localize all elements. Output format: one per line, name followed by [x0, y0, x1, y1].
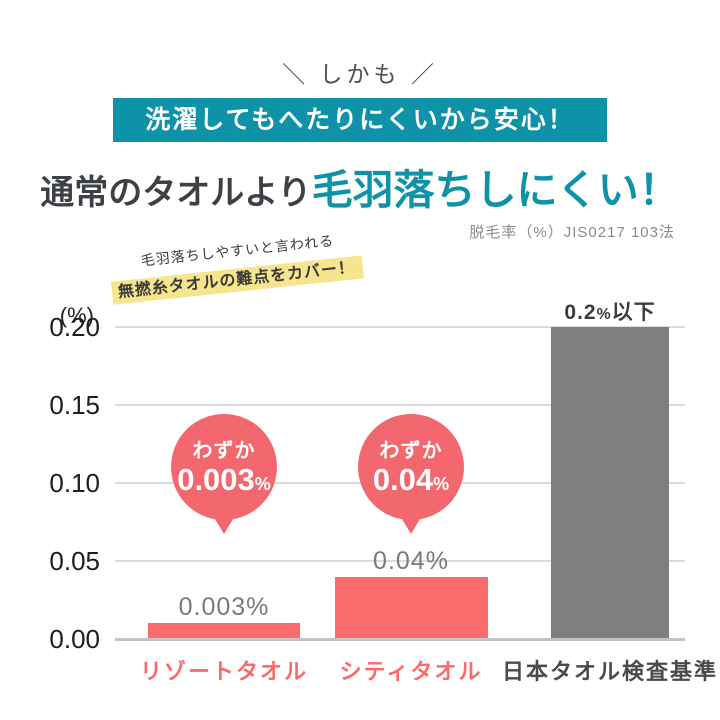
bar-0	[148, 623, 300, 639]
callout-value: 0.003%	[177, 464, 271, 500]
title-accent: 毛羽落ちしにくい！	[311, 167, 680, 213]
callout-value-number: 0.04	[372, 462, 434, 497]
callout-tail-0	[212, 514, 236, 534]
page-title: 通常のタオルより毛羽落ちしにくい！	[0, 156, 720, 216]
callout-value-suffix: %	[254, 474, 271, 494]
callout-bubble-0: わずか 0.003%	[171, 414, 277, 520]
banner-text: 洗濯してもへたりにくいから安心！	[145, 106, 575, 134]
category-label: リゾートタオル	[139, 659, 309, 684]
bar-1	[334, 576, 488, 639]
y-tick-label: 0.15	[49, 390, 100, 420]
bar-value-label: 0.003%	[179, 592, 270, 622]
bar-value-segment: 0.04%	[373, 546, 449, 575]
gridline-0.20	[115, 326, 685, 328]
bar-value-label: 0.2%以下	[564, 298, 655, 328]
y-tick-label: 0.00	[49, 624, 100, 654]
x-axis-line	[115, 638, 685, 641]
bar-value-segment: 以下	[611, 301, 656, 324]
bar-value-label: 0.04%	[373, 546, 449, 576]
callout-tail-1	[399, 514, 423, 534]
callout-value-number: 0.003	[177, 462, 255, 497]
y-axis-unit-label: (%)	[59, 303, 94, 328]
y-tick-label: 0.20	[49, 312, 100, 342]
bar-value-segment: %	[596, 306, 612, 323]
category-label: 日本タオル検査基準	[501, 659, 719, 684]
bar-2	[551, 327, 669, 639]
banner: 洗濯してもへたりにくいから安心！	[113, 98, 607, 142]
gridline-0.05	[115, 560, 685, 562]
callout-value: 0.04%	[373, 464, 449, 500]
handwritten-note: 毛羽落ちしやすいと言われる 無撚糸タオルの難点をカバー！	[108, 228, 364, 305]
gridline-0.15	[115, 404, 685, 406]
title-plain: 通常のタオルより	[40, 174, 312, 212]
callout-value-suffix: %	[433, 474, 450, 494]
method-note: 脱毛率（%）JIS0217 103法	[469, 224, 675, 241]
bar-value-segment: 0.003%	[178, 593, 270, 621]
callout-bubble-1: わずか 0.04%	[358, 414, 464, 520]
category-label: シティタオル	[339, 659, 483, 684]
y-tick-label: 0.05	[49, 546, 100, 576]
kicker-text: ＼ しかも ／	[282, 61, 438, 87]
y-tick-label: 0.10	[49, 468, 100, 498]
callout-label: わずか	[192, 440, 256, 462]
bar-value-segment: 0.2	[564, 301, 597, 324]
callout-label: わずか	[379, 440, 443, 462]
